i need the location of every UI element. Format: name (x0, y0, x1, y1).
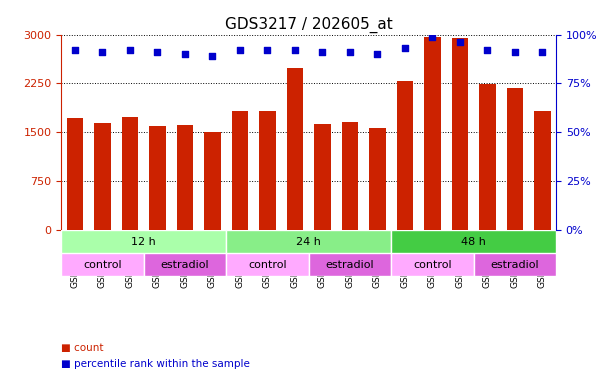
Point (427, 33, 437, 40)
Bar (507, 88, 523, 230)
FancyBboxPatch shape (226, 230, 391, 253)
Bar (452, 38, 468, 230)
Point (153, 49, 163, 55)
Text: ■ count: ■ count (61, 343, 104, 353)
Text: ■ percentile rank within the sample: ■ percentile rank within the sample (61, 359, 250, 369)
Bar (369, 128, 386, 230)
Bar (177, 125, 193, 230)
FancyBboxPatch shape (61, 253, 144, 276)
Bar (424, 36, 441, 230)
Point (510, 49, 519, 55)
Bar (259, 111, 276, 230)
Bar (479, 84, 496, 230)
Bar (94, 123, 111, 230)
Point (207, 53, 218, 59)
Bar (204, 132, 221, 230)
Title: GDS3217 / 202605_at: GDS3217 / 202605_at (225, 17, 392, 33)
Point (180, 51, 189, 57)
Point (235, 47, 244, 53)
Point (538, 49, 547, 55)
Point (373, 51, 382, 57)
FancyBboxPatch shape (474, 253, 556, 276)
Point (70, 47, 79, 53)
Bar (149, 126, 166, 230)
Bar (342, 122, 358, 230)
Text: estradiol: estradiol (161, 260, 209, 270)
Bar (314, 124, 331, 230)
Bar (397, 81, 413, 230)
Text: estradiol: estradiol (491, 260, 539, 270)
Point (98, 49, 108, 55)
Bar (67, 118, 83, 230)
Point (318, 49, 327, 55)
Point (263, 47, 273, 53)
Point (290, 47, 300, 53)
Bar (122, 118, 138, 230)
Text: control: control (413, 260, 452, 270)
FancyBboxPatch shape (309, 253, 391, 276)
Bar (232, 111, 248, 230)
FancyBboxPatch shape (391, 253, 474, 276)
Point (125, 47, 134, 53)
Text: 24 h: 24 h (296, 237, 321, 247)
Text: 12 h: 12 h (131, 237, 156, 247)
Text: estradiol: estradiol (326, 260, 374, 270)
FancyBboxPatch shape (61, 230, 226, 253)
Bar (534, 111, 551, 230)
Text: control: control (248, 260, 287, 270)
Text: control: control (83, 260, 122, 270)
Point (345, 49, 354, 55)
FancyBboxPatch shape (391, 230, 556, 253)
FancyBboxPatch shape (226, 253, 309, 276)
FancyBboxPatch shape (144, 253, 226, 276)
Point (400, 45, 409, 51)
Bar (287, 68, 303, 230)
Text: 48 h: 48 h (461, 237, 486, 247)
Point (482, 47, 492, 53)
Point (455, 39, 464, 45)
